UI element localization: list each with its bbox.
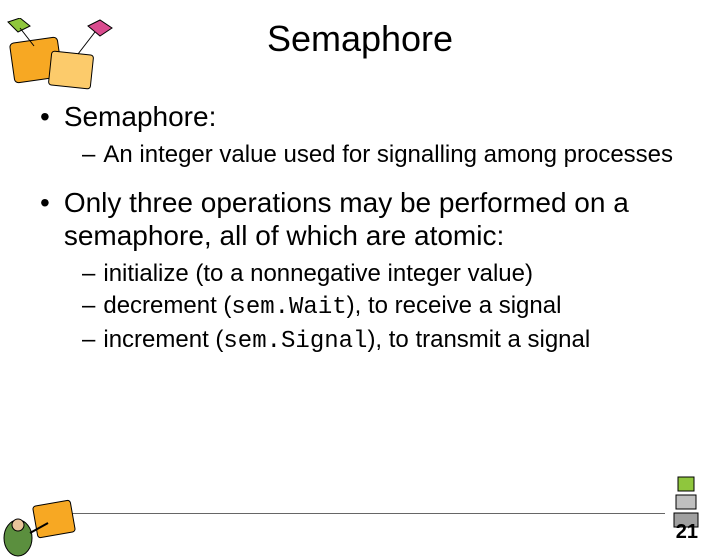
dash: –	[82, 291, 95, 321]
bullet-operations: • Only three operations may be performed…	[40, 186, 690, 253]
dash: –	[82, 325, 95, 355]
sub-bullet-definition: – An integer value used for signalling a…	[82, 140, 690, 170]
decoration-bottom-left	[0, 483, 120, 558]
bullet-dot: •	[40, 186, 50, 220]
sub-text: An integer value used for signalling amo…	[103, 140, 673, 170]
decoration-top-left	[0, 18, 130, 103]
code-semsignal: sem.Signal	[223, 328, 367, 355]
bullet-text: Semaphore:	[64, 100, 217, 134]
slide-content: • Semaphore: – An integer value used for…	[0, 100, 720, 357]
sub-text: increment (sem.Signal), to transmit a si…	[103, 325, 590, 357]
sub-text: initialize (to a nonnegative integer val…	[103, 259, 533, 289]
page-number: 21	[676, 521, 698, 544]
sub-bullet-initialize: – initialize (to a nonnegative integer v…	[82, 259, 690, 289]
dash: –	[82, 140, 95, 170]
sub-bullet-increment: – increment (sem.Signal), to transmit a …	[82, 325, 690, 357]
slide: Semaphore • Semaphore: – An integer valu…	[0, 18, 720, 558]
footer-line	[68, 513, 665, 514]
bullet-text: Only three operations may be performed o…	[64, 186, 690, 253]
sub-bullet-decrement: – decrement (sem.Wait), to receive a sig…	[82, 291, 690, 323]
dash: –	[82, 259, 95, 289]
bullet-dot: •	[40, 100, 50, 134]
bullet-semaphore: • Semaphore:	[40, 100, 690, 134]
sub-text: decrement (sem.Wait), to receive a signa…	[103, 291, 561, 323]
code-semwait: sem.Wait	[231, 294, 346, 321]
